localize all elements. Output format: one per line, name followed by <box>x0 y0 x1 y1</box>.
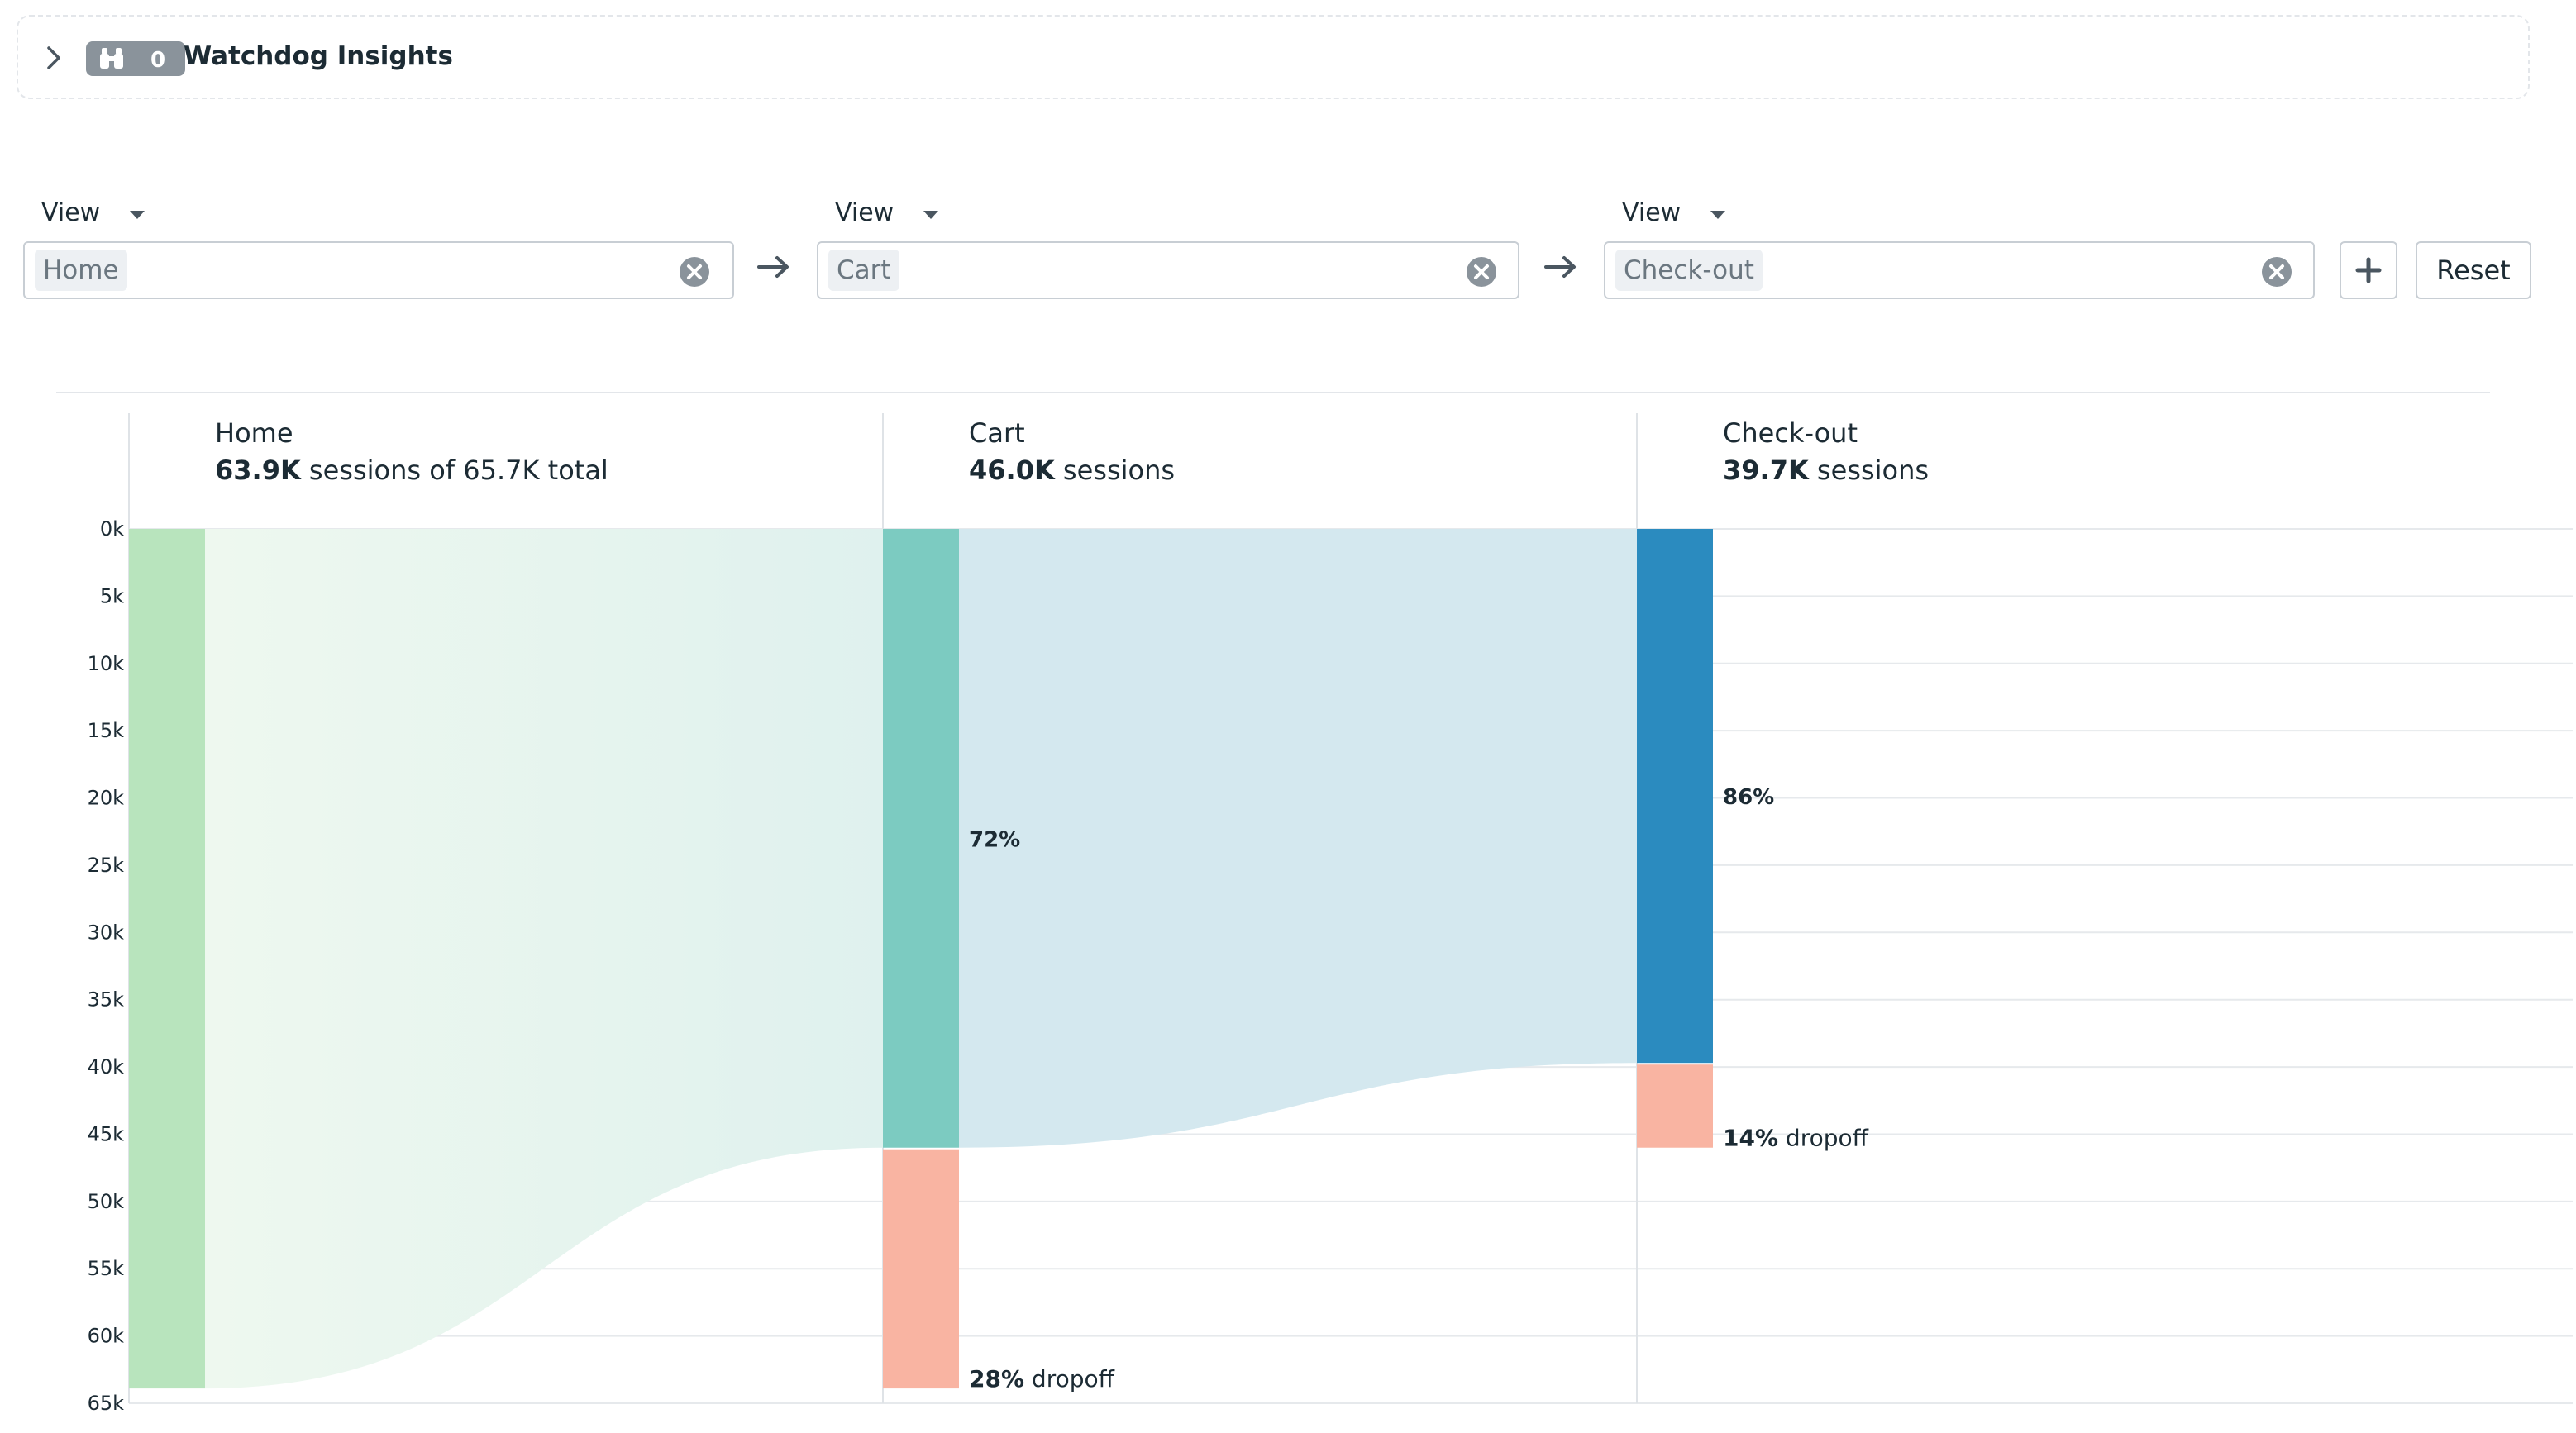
bar-home <box>129 529 205 1389</box>
flow-home-to-cart <box>205 529 883 1389</box>
step-sessions-checkout: 39.7K sessions <box>1723 455 1929 486</box>
conversion-label-cart: 72% <box>969 827 1020 852</box>
dropoff-bar-cart <box>883 1149 959 1389</box>
watchdog-title: Watchdog Insights <box>184 41 453 71</box>
y-tick-label: 30k <box>88 921 125 944</box>
clear-icon[interactable] <box>2260 255 2293 288</box>
step-input[interactable]: Cart <box>817 241 1519 299</box>
caret-down-icon <box>923 211 939 219</box>
divider <box>56 392 2490 393</box>
step-value-chip: Cart <box>828 250 899 291</box>
step-title-home: Home <box>215 417 293 449</box>
funnel-step-2: View Cart <box>817 195 1519 299</box>
y-tick-label: 10k <box>88 652 125 675</box>
chevron-right-icon[interactable] <box>41 43 66 73</box>
funnel-step-1: View Home <box>23 195 734 299</box>
y-tick-label: 50k <box>88 1190 125 1213</box>
dropoff-bar-checkout <box>1637 1064 1713 1148</box>
step-type-label: View <box>41 198 101 227</box>
add-step-button[interactable] <box>2340 241 2397 299</box>
plus-icon <box>2355 257 2382 283</box>
conversion-label-checkout: 86% <box>1723 785 1774 810</box>
y-tick-label: 15k <box>88 719 125 742</box>
y-tick-label: 55k <box>88 1257 125 1280</box>
watchdog-insights-panel[interactable]: 0 Watchdog Insights <box>17 15 2530 99</box>
reset-button[interactable]: Reset <box>2416 241 2531 299</box>
dropoff-label-checkout: 14% dropoff <box>1723 1125 1869 1152</box>
y-tick-label: 25k <box>88 854 125 877</box>
bar-cart <box>883 529 959 1148</box>
y-tick-label: 40k <box>88 1055 125 1078</box>
step-title-cart: Cart <box>969 417 1025 449</box>
step-type-label: View <box>1622 198 1682 227</box>
y-tick-label: 5k <box>100 584 124 607</box>
step-input[interactable]: Home <box>23 241 734 299</box>
watchdog-badge: 0 <box>86 41 185 76</box>
y-tick-label: 45k <box>88 1122 125 1145</box>
y-tick-label: 65k <box>88 1392 125 1415</box>
funnel-chart: Home 63.9K sessions of 65.7K total Cart … <box>88 413 2573 1415</box>
flow-cart-to-checkout <box>959 529 1637 1148</box>
arrow-right-icon <box>757 256 789 278</box>
step-type-dropdown[interactable]: View <box>835 195 1519 230</box>
caret-down-icon <box>1710 211 1726 219</box>
step-value-chip: Check-out <box>1615 250 1763 291</box>
binoculars-icon <box>100 48 123 69</box>
arrow-right-icon <box>1544 256 1576 278</box>
dropoff-label-cart: 28% dropoff <box>969 1365 1115 1393</box>
watchdog-count: 0 <box>150 48 166 73</box>
step-sessions-cart: 46.0K sessions <box>969 455 1175 486</box>
caret-down-icon <box>130 211 145 219</box>
bar-checkout <box>1637 529 1713 1064</box>
y-tick-label: 60k <box>88 1325 125 1348</box>
y-tick-label: 20k <box>88 787 125 810</box>
step-type-label: View <box>835 198 894 227</box>
clear-icon[interactable] <box>678 255 711 288</box>
step-input[interactable]: Check-out <box>1604 241 2315 299</box>
clear-icon[interactable] <box>1465 255 1498 288</box>
step-title-checkout: Check-out <box>1723 417 1858 449</box>
step-value-chip: Home <box>35 250 127 291</box>
step-type-dropdown[interactable]: View <box>41 195 734 230</box>
funnel-step-3: View Check-out <box>1604 195 2315 299</box>
y-tick-label: 0k <box>100 517 124 540</box>
step-type-dropdown[interactable]: View <box>1622 195 2315 230</box>
step-sessions-home: 63.9K sessions of 65.7K total <box>215 455 608 486</box>
y-tick-label: 35k <box>88 988 125 1012</box>
